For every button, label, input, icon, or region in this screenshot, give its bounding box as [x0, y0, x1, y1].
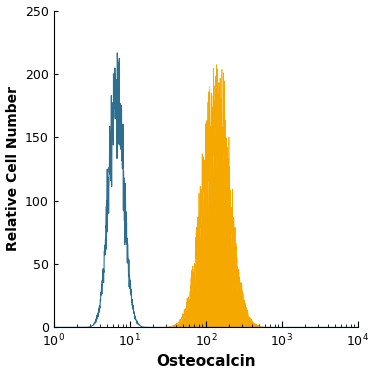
Y-axis label: Relative Cell Number: Relative Cell Number	[6, 87, 20, 252]
X-axis label: Osteocalcin: Osteocalcin	[156, 354, 256, 369]
